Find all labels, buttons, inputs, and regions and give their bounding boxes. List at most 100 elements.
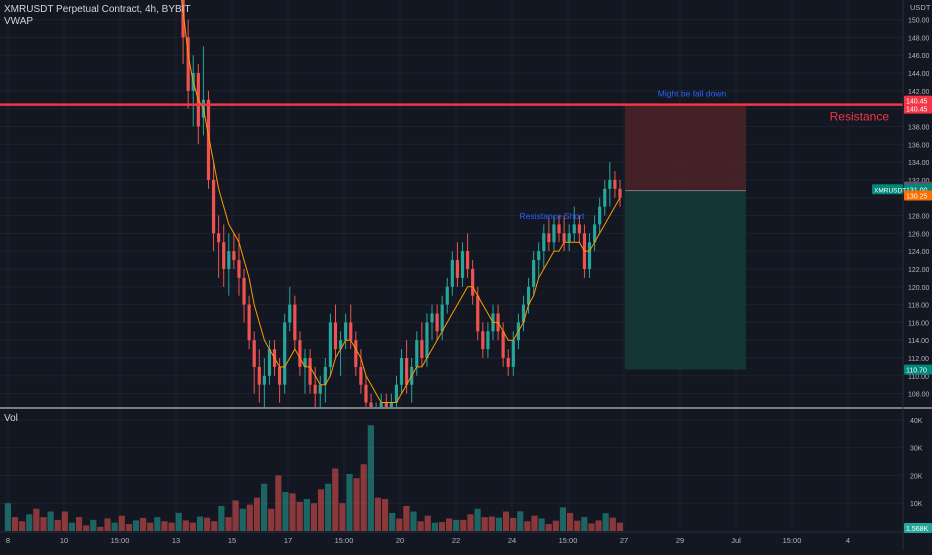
candle-body [471,268,475,296]
candle-body [206,99,211,180]
time-tick-label: 27 [620,536,628,545]
volume-bar [132,520,140,531]
volume-bar [602,513,609,531]
candle [227,233,231,296]
candle [481,322,485,359]
volume-bar [253,497,261,531]
candle-body [587,242,592,269]
candle [186,19,190,109]
time-tick-label: 8 [6,536,10,545]
volume-bar [68,522,76,531]
candle [344,313,348,350]
candle [440,295,444,341]
candle-body [262,375,266,385]
resistance-note: Might be fall down [658,89,727,99]
candle-body [532,260,536,287]
volume-bar [460,519,467,531]
chart-legend: XMRUSDT Perpetual Contract, 4h, BYBIT VW… [4,4,191,28]
candle-body [181,0,185,38]
time-tick-label: 20 [396,536,404,545]
candle-body [379,402,383,407]
volume-bar [467,514,474,531]
symbol-badge-label: XMRUSDT [874,187,906,194]
candle-body [476,295,480,332]
volume-bar [389,512,396,531]
price-tick-label: 146.00 [908,53,930,60]
candle [354,331,358,376]
candle [506,349,510,376]
volume-bars [4,425,623,531]
time-tick-label: 13 [172,536,180,545]
symbol-title[interactable]: XMRUSDT Perpetual Contract, 4h, BYBIT [4,4,191,15]
price-tick-label: 148.00 [908,35,930,42]
candle-body [267,349,272,376]
candle [572,206,576,243]
candle [359,349,363,394]
candle-body [521,304,526,323]
candle [232,233,236,269]
candle-body [278,366,282,385]
candle [217,215,221,278]
candle-body [526,286,531,305]
candle [222,224,226,287]
candle-body [537,251,541,261]
candle-body [237,260,241,278]
candle [537,242,541,278]
volume-bar [595,520,602,531]
time-tick-label: 15:00 [111,536,130,545]
candle [608,162,612,207]
volume-bar [438,522,446,531]
volume-bar [154,517,161,531]
price-tick-label: 118.00 [908,303,929,310]
volume-bar [182,520,189,531]
candle-body [349,322,353,341]
candle [445,277,449,314]
candle [293,295,297,350]
price-tick-label: 134.00 [908,160,930,167]
time-tick-label: 15:00 [783,536,802,545]
candle [511,331,515,376]
candle [552,215,556,252]
volume-bar [552,520,559,531]
volume-bar [218,505,225,531]
volume-bar [40,517,47,531]
candle-body [557,224,561,234]
volume-bar [374,497,382,531]
volume-pane-label[interactable]: Vol [4,413,18,424]
candle-body [252,340,256,367]
candle [384,393,388,407]
price-badge-label: 110.70 [906,368,927,375]
candle-body [293,304,297,341]
price-tick-label: 124.00 [908,249,930,256]
volume-bar [559,507,567,531]
candle-body [186,37,190,91]
volume-bar [431,522,438,531]
volume-bar [403,505,410,531]
price-tick-label: 138.00 [908,124,930,131]
volume-bar [140,517,147,531]
candle-body [440,304,444,332]
time-tick-label: 24 [508,536,516,545]
price-badge-label: 140.45 [906,107,928,114]
candle-body [425,322,429,359]
candle-body [384,402,388,407]
candle-body [486,331,490,350]
candle-body [211,179,216,234]
candle [257,349,261,403]
candle-body [222,242,226,269]
candle-body [298,340,302,367]
volume-bar [332,468,339,531]
candle [557,215,561,243]
candle-body [328,322,333,367]
volume-bar [474,508,481,531]
volume-bar [367,425,374,531]
time-tick-label: 15:00 [559,536,578,545]
candle-body [359,366,363,385]
candle [420,322,424,367]
time-tick-label: 10 [60,536,68,545]
candle-body [344,322,348,341]
candle [318,375,322,407]
indicator-label[interactable]: VWAP [4,16,34,27]
